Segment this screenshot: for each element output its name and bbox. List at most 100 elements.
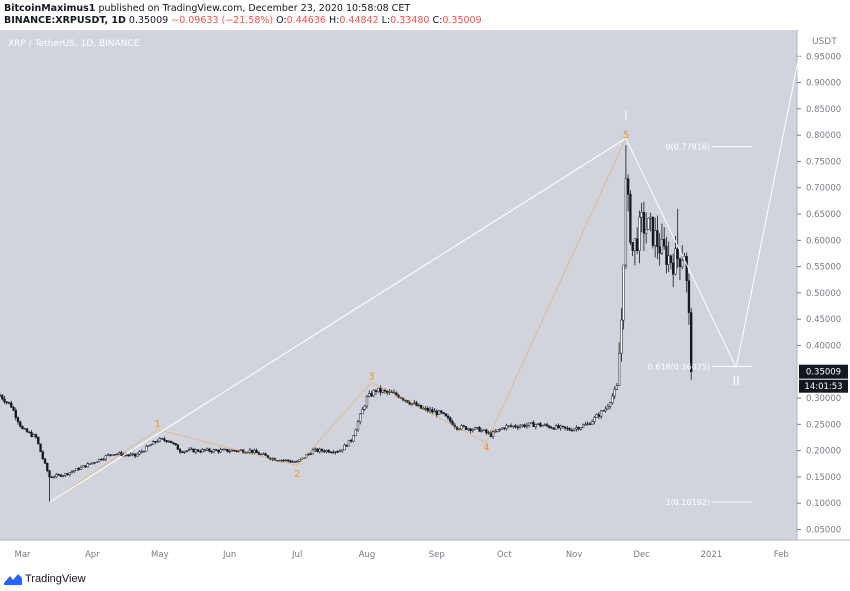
candle <box>374 389 378 395</box>
candle <box>446 413 450 421</box>
candle <box>199 449 202 454</box>
y-tick-label: 0.80000 <box>806 131 841 141</box>
candle <box>480 428 483 433</box>
candle <box>532 420 535 427</box>
candle <box>228 449 231 454</box>
candle <box>178 447 182 454</box>
candle <box>298 459 301 463</box>
candle <box>323 449 326 454</box>
candle <box>174 443 177 446</box>
ohlc-line: BINANCE:XRPUSDT, 1D 0.35009 −0.09633 (−2… <box>4 15 482 26</box>
candle <box>187 447 191 452</box>
candle <box>530 422 533 424</box>
publish-info: published on TradingView.com, December 2… <box>98 3 411 14</box>
candle <box>428 406 432 414</box>
candle <box>356 419 360 432</box>
price-axis[interactable] <box>797 30 850 540</box>
candle <box>611 393 614 405</box>
brand-text[interactable]: TradingView <box>25 573 86 585</box>
candle <box>138 450 141 456</box>
candle <box>93 461 96 465</box>
x-tick-label: 2021 <box>701 550 723 560</box>
open-value: 0.44636 <box>286 15 326 26</box>
candle <box>149 443 152 446</box>
candle <box>599 409 603 419</box>
candle <box>359 412 362 425</box>
candle <box>685 252 688 293</box>
author-name[interactable]: BitcoinMaximus1 <box>4 3 96 14</box>
candle <box>563 426 567 431</box>
candle <box>663 227 666 250</box>
x-tick-label: Feb <box>774 550 789 560</box>
time-axis[interactable] <box>0 540 850 568</box>
candle <box>467 428 470 432</box>
candle <box>518 423 522 429</box>
y-tick-label: 0.25000 <box>806 420 841 430</box>
candle <box>678 257 682 280</box>
candle <box>113 453 116 457</box>
plot-area[interactable] <box>0 30 797 540</box>
candle <box>552 427 555 431</box>
candle <box>440 409 443 415</box>
candle <box>604 406 607 413</box>
candle <box>118 451 121 455</box>
candle <box>102 457 105 461</box>
candle <box>345 444 348 447</box>
candle <box>665 236 668 274</box>
candle <box>192 448 195 453</box>
tradingview-logo-icon[interactable] <box>4 573 22 585</box>
candle <box>147 445 150 447</box>
candle <box>34 433 38 439</box>
candle <box>12 405 15 411</box>
candle <box>626 174 630 212</box>
y-tick-label: 0.90000 <box>806 79 841 89</box>
chart-header: BitcoinMaximus1 published on TradingView… <box>4 0 850 30</box>
candle <box>654 217 657 258</box>
y-tick-label: 0.85000 <box>806 105 841 115</box>
candle <box>681 245 684 270</box>
candle <box>370 391 373 397</box>
candle <box>476 426 479 430</box>
candle <box>525 422 528 429</box>
candle <box>284 459 288 462</box>
candle <box>392 389 396 394</box>
candle <box>500 427 504 430</box>
candle <box>656 215 659 260</box>
candle <box>581 423 585 428</box>
candle <box>471 428 474 433</box>
candle <box>129 452 132 457</box>
candle <box>642 201 646 251</box>
candle <box>16 416 20 425</box>
candle <box>620 308 623 362</box>
candle <box>487 430 490 435</box>
candle <box>608 401 612 410</box>
candle <box>568 427 571 431</box>
candle <box>485 428 488 435</box>
price-chart[interactable]: XRP / TetherUS, 1D, BINANCE USDT 0.95000… <box>0 30 850 568</box>
candle <box>316 448 319 453</box>
candle <box>327 449 330 453</box>
candle <box>329 450 333 454</box>
candle <box>55 472 58 479</box>
price-change: −0.09633 (−21.58%) <box>171 15 274 26</box>
candle <box>597 411 601 420</box>
candle <box>579 427 583 431</box>
candle <box>100 458 103 461</box>
candle <box>559 424 562 431</box>
candle <box>462 424 465 428</box>
candle <box>363 404 366 411</box>
countdown-tag <box>799 379 848 393</box>
candle <box>169 440 173 444</box>
low-label: L: <box>381 15 391 26</box>
candle <box>232 449 236 452</box>
fib-level-label: 1(0.10192) <box>666 498 710 507</box>
currency-label: USDT <box>812 37 837 47</box>
x-tick-label: Nov <box>566 550 583 560</box>
candle <box>10 400 13 408</box>
candle <box>127 453 130 457</box>
candle <box>289 459 292 463</box>
candle <box>498 428 501 433</box>
candle <box>638 210 641 264</box>
candle <box>523 423 526 428</box>
candle <box>550 425 553 429</box>
